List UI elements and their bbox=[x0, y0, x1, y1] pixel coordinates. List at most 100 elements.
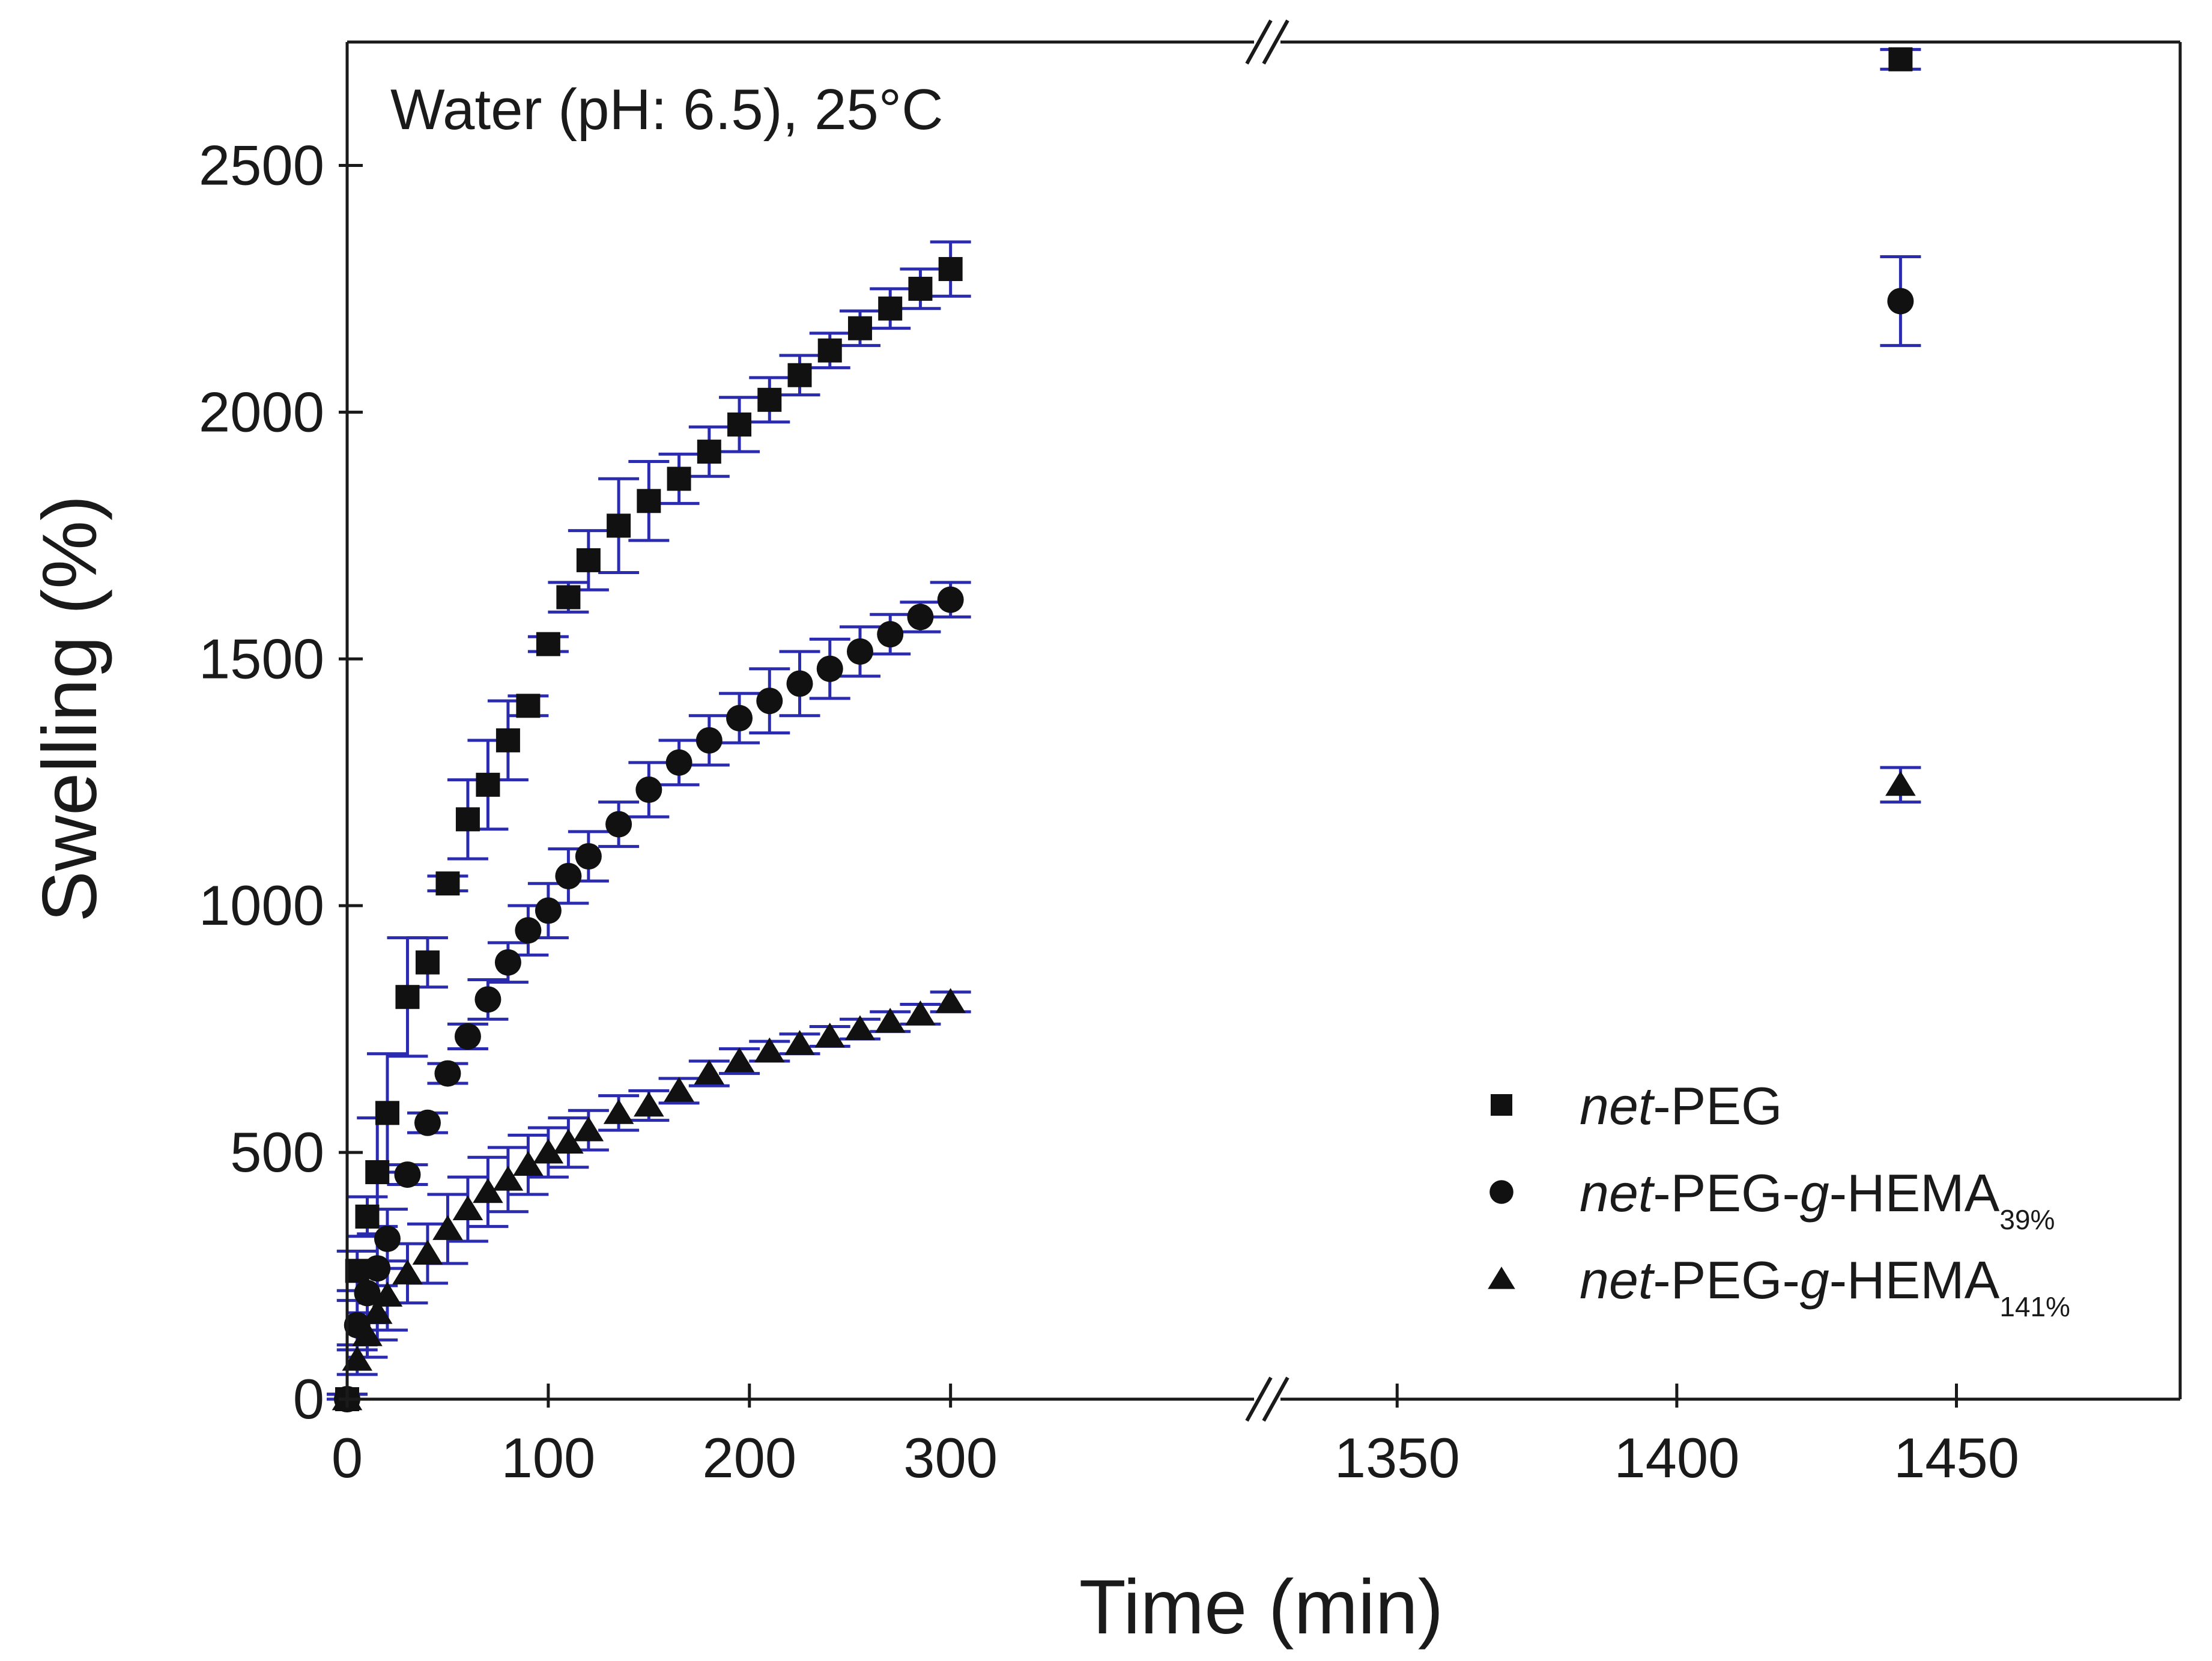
circle-series-point bbox=[535, 897, 562, 924]
circle-series-point bbox=[786, 670, 813, 697]
legend-marker-square bbox=[1491, 1094, 1512, 1116]
y-tick-label: 2000 bbox=[199, 380, 324, 443]
square-series-point bbox=[697, 440, 721, 464]
square-series-point bbox=[395, 985, 420, 1009]
triangle-series-point bbox=[1885, 770, 1916, 796]
square-series-point bbox=[908, 276, 933, 301]
triangle-series-point bbox=[935, 988, 966, 1013]
triangle-series-point bbox=[473, 1178, 503, 1203]
square-series-point bbox=[576, 548, 601, 572]
circle-series-point bbox=[907, 604, 934, 631]
triangle-series-point bbox=[664, 1077, 694, 1102]
triangle-series-point bbox=[694, 1059, 725, 1085]
circle-series-point bbox=[605, 811, 632, 838]
triangle-series-point bbox=[432, 1215, 463, 1240]
square-series-point bbox=[495, 728, 520, 752]
x-tick-label: 1400 bbox=[1614, 1426, 1739, 1489]
triangle-series-point bbox=[874, 1008, 906, 1033]
legend-label: net-PEG-g-HEMA141% bbox=[1580, 1250, 2070, 1322]
circle-series-point bbox=[354, 1280, 381, 1307]
circle-series-point bbox=[877, 621, 904, 648]
circle-series-point bbox=[474, 986, 501, 1013]
square-series-point bbox=[536, 632, 560, 656]
square-series-point bbox=[817, 338, 842, 363]
x-tick-label: 100 bbox=[501, 1426, 595, 1489]
x-tick-label: 300 bbox=[903, 1426, 998, 1489]
legend-marker-circle bbox=[1489, 1180, 1514, 1204]
square-series-point bbox=[355, 1204, 380, 1229]
circle-series-point bbox=[434, 1060, 461, 1087]
triangle-series-point bbox=[784, 1030, 815, 1055]
square-series-point bbox=[556, 585, 581, 610]
triangle-series-point bbox=[754, 1037, 785, 1063]
triangle-series-point bbox=[412, 1239, 443, 1265]
axis-break-mark bbox=[1245, 1376, 1273, 1422]
triangle-series-point bbox=[392, 1259, 423, 1284]
triangle-series-point bbox=[513, 1151, 544, 1176]
circle-series-point bbox=[846, 638, 873, 665]
square-series-point bbox=[878, 296, 903, 321]
square-series-point bbox=[435, 871, 460, 896]
triangle-series-point bbox=[362, 1299, 393, 1324]
legend-label: net-PEG bbox=[1580, 1076, 1783, 1136]
y-tick-label: 1000 bbox=[199, 874, 324, 937]
circle-series-point bbox=[364, 1255, 391, 1282]
circle-series-point bbox=[695, 727, 723, 754]
circle-series-point bbox=[414, 1109, 441, 1136]
triangle-series-point bbox=[352, 1321, 383, 1346]
legend-label: net-PEG-g-HEMA39% bbox=[1580, 1163, 2055, 1235]
triangle-series-point bbox=[573, 1116, 604, 1142]
circle-series-point bbox=[555, 862, 582, 889]
circle-series-point bbox=[756, 688, 783, 715]
circle-series-point bbox=[816, 655, 843, 682]
circle-series-point bbox=[665, 749, 692, 776]
axes: 0 500 1000 1500 2000 2500 0 100 200 300 1350 1400 14… bbox=[199, 19, 2182, 1489]
x-tick-label: 1350 bbox=[1335, 1426, 1460, 1489]
square-series-point bbox=[476, 772, 500, 797]
square-series-point bbox=[607, 513, 631, 538]
axis-break-mark bbox=[1262, 19, 1289, 65]
x-tick-label: 0 bbox=[332, 1426, 363, 1489]
y-axis-title: Swelling (%) bbox=[27, 495, 113, 922]
triangle-series-point bbox=[905, 1000, 936, 1026]
circle-series-point bbox=[726, 704, 753, 731]
y-tick-label: 1500 bbox=[199, 627, 324, 690]
circle-series-point bbox=[635, 776, 662, 803]
circle-series-point bbox=[494, 949, 521, 976]
legend-marker-triangle bbox=[1488, 1266, 1515, 1289]
triangle-series-point bbox=[844, 1015, 876, 1041]
triangle-series-point bbox=[372, 1281, 403, 1307]
square-series-point bbox=[847, 316, 872, 340]
circle-series-point bbox=[1887, 288, 1914, 315]
triangle-series-point bbox=[724, 1047, 755, 1073]
square-series-point bbox=[455, 807, 480, 832]
y-tick-label: 0 bbox=[293, 1367, 324, 1430]
legend: net-PEG net-PEG-g-HEMA39% net-PEG-g-HEMA14… bbox=[1488, 1076, 2070, 1322]
square-series-point bbox=[415, 950, 440, 975]
triangle-series-point bbox=[814, 1022, 846, 1048]
square-series-point bbox=[516, 694, 541, 718]
square-series-point bbox=[787, 363, 812, 387]
square-series-point bbox=[365, 1160, 390, 1184]
axis-break-mark bbox=[1262, 1376, 1289, 1422]
square-series-point bbox=[938, 257, 963, 282]
triangle-series-point bbox=[342, 1346, 373, 1371]
x-tick-label: 200 bbox=[702, 1426, 796, 1489]
axis-break-mark bbox=[1245, 19, 1273, 65]
circle-series-point bbox=[394, 1161, 421, 1188]
square-series-point bbox=[727, 412, 752, 437]
circle-series-point bbox=[575, 843, 602, 870]
triangle-series-point bbox=[634, 1092, 664, 1117]
x-tick-label: 1450 bbox=[1894, 1426, 2019, 1489]
square-series-point bbox=[637, 489, 661, 513]
circle-series-point bbox=[374, 1225, 401, 1252]
triangle-series-point bbox=[492, 1166, 524, 1191]
square-series-point bbox=[1888, 47, 1913, 71]
y-tick-label: 500 bbox=[230, 1121, 324, 1184]
triangle-series-point bbox=[553, 1128, 584, 1154]
square-series-point bbox=[375, 1101, 399, 1125]
y-tick-label: 2500 bbox=[199, 133, 324, 196]
circle-series-point bbox=[937, 586, 964, 613]
square-series-point bbox=[757, 387, 782, 412]
